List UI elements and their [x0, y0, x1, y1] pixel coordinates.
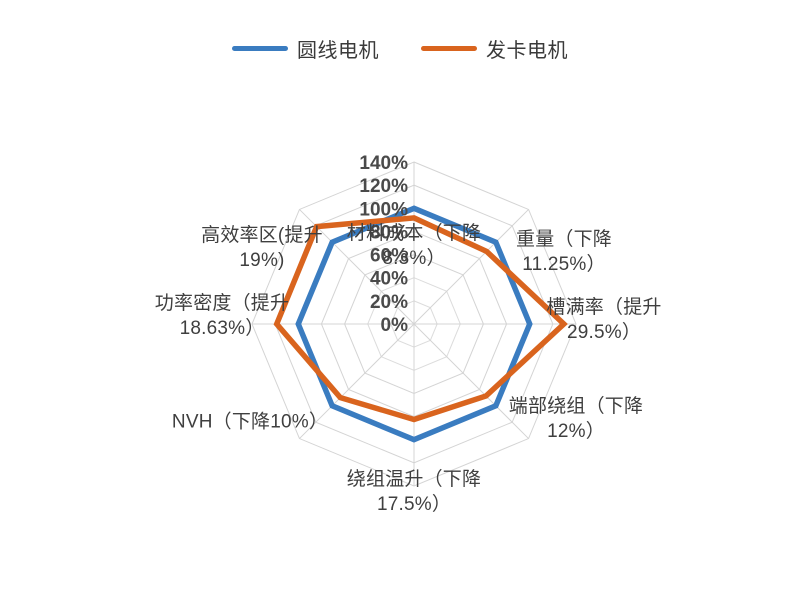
- chart-legend: 圆线电机 发卡电机: [0, 34, 800, 63]
- series-polygon-2: [273, 215, 568, 423]
- legend-item-series-1[interactable]: 圆线电机: [232, 34, 379, 63]
- legend-swatch-line-icon-series-1: [232, 46, 288, 51]
- category-label-4: 端部绕组（下降 12%）: [508, 395, 644, 442]
- category-label-6: NVH（下降10%）: [171, 411, 329, 433]
- category-label-2: 重量（下降 11.25%）: [515, 228, 613, 275]
- radar-spokes: [252, 162, 576, 486]
- radial-tick-120: 120%: [359, 176, 408, 197]
- legend-item-series-2[interactable]: 发卡电机: [421, 34, 568, 63]
- radial-tick-60: 60%: [370, 246, 408, 267]
- legend-swatch-line-icon-series-2: [421, 46, 477, 51]
- category-label-3: 槽满率（提升 29.5%）: [546, 296, 662, 343]
- radar-spoke-5: [299, 323, 415, 439]
- radial-axis-tick-labels: 0%20%40%60% 80%100%120%140%: [359, 153, 408, 336]
- radial-tick-80: 80%: [370, 222, 408, 243]
- legend-label-series-1: 圆线电机: [297, 40, 379, 62]
- category-label-1: 材料成本（下降 8.3%）: [346, 222, 482, 269]
- category-label-8: 高效率区(提升 19%): [201, 224, 323, 271]
- radar-spoke-1: [413, 209, 529, 325]
- category-label-7: 功率密度（提升 18.63%）: [154, 292, 290, 339]
- radial-tick-100: 100%: [359, 199, 408, 220]
- radial-tick-40: 40%: [370, 269, 408, 290]
- radial-tick-0: 0%: [381, 315, 409, 336]
- category-label-5: 绕组温升（下降 17.5%）: [346, 468, 482, 515]
- radial-tick-140: 140%: [359, 153, 408, 174]
- radar-spoke-3: [413, 323, 529, 439]
- radar-series-paths: [273, 205, 568, 443]
- legend-label-series-2: 发卡电机: [486, 40, 568, 62]
- radial-tick-20: 20%: [370, 292, 408, 313]
